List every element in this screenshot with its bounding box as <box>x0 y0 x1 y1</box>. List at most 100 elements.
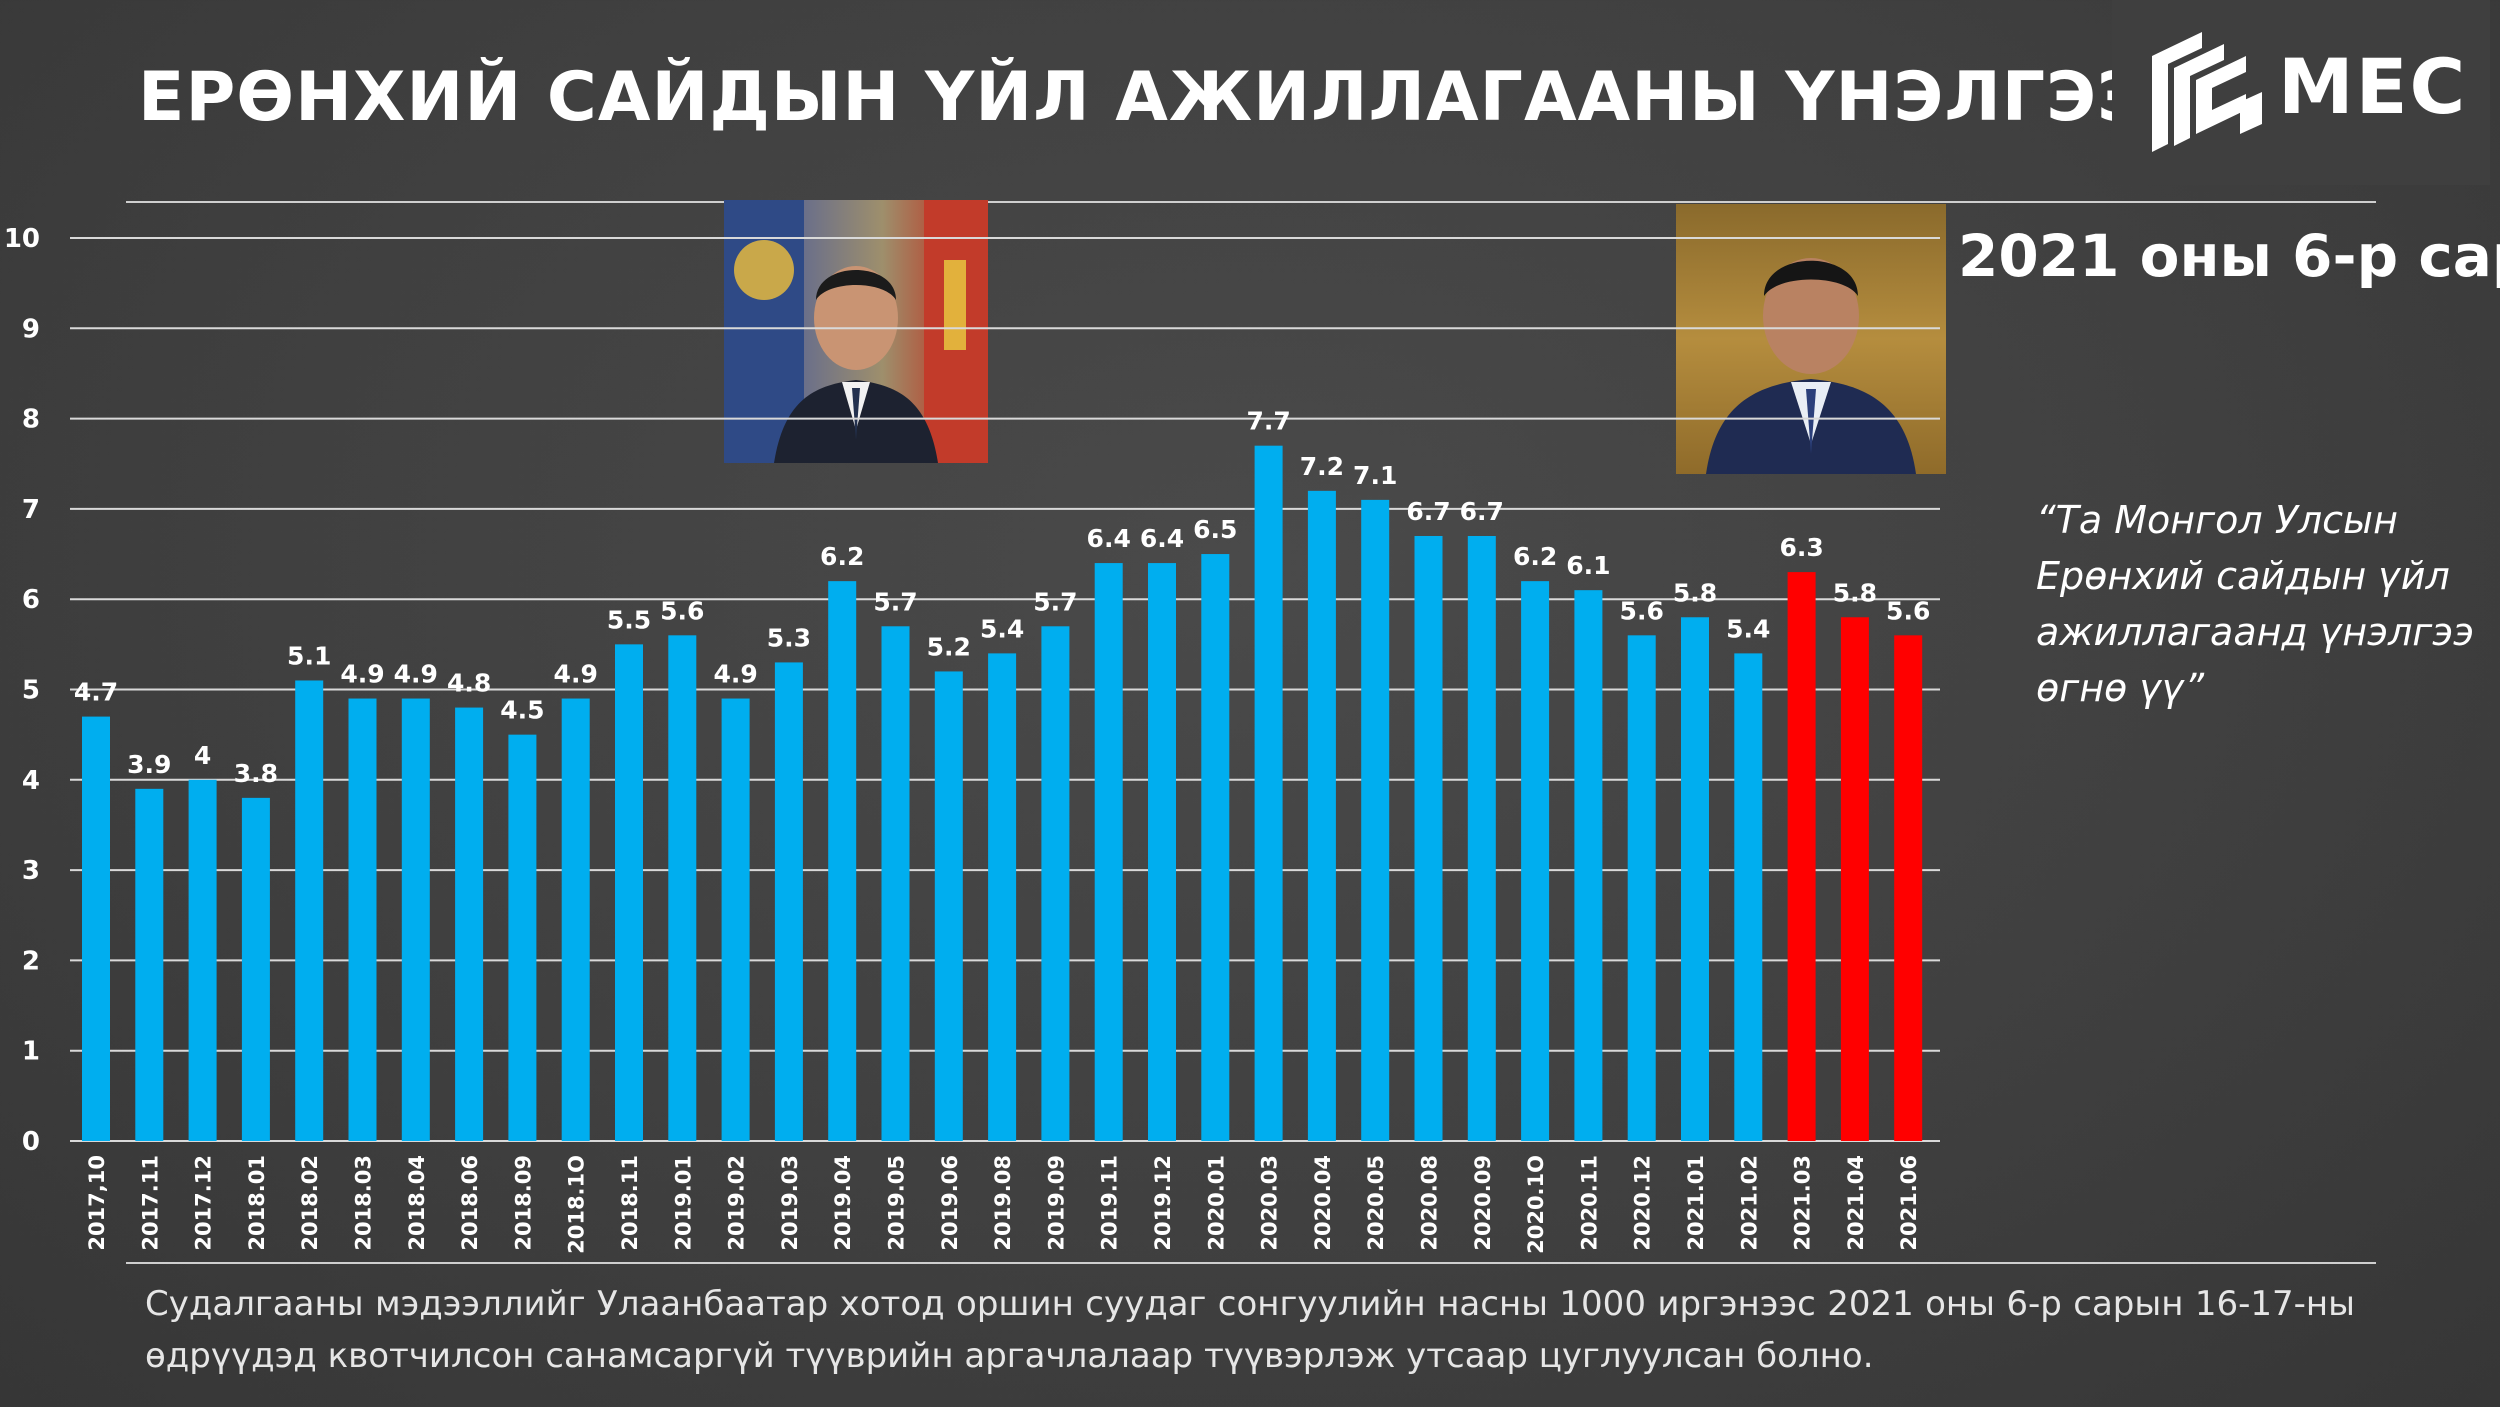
x-tick-label: 2019.08 <box>991 1155 1015 1251</box>
x-tick-label: 2018.02 <box>298 1155 322 1251</box>
x-tick-label: 2020.1O <box>1524 1155 1548 1254</box>
bar <box>1521 581 1550 1141</box>
bar-value-label: 5.4 <box>980 614 1024 643</box>
x-tick-label: 2019.01 <box>671 1155 695 1251</box>
x-tick-label: 2021.03 <box>1791 1155 1815 1251</box>
x-tick-label: 2021.02 <box>1737 1155 1761 1251</box>
x-tick-label: 2018.04 <box>405 1155 429 1251</box>
x-tick-label: 2021.04 <box>1844 1155 1868 1251</box>
bar <box>934 671 963 1141</box>
x-tick-label: 2021.06 <box>1897 1155 1921 1251</box>
x-tick-label: 2019.12 <box>1151 1155 1175 1251</box>
y-tick-label: 4 <box>22 766 40 796</box>
bar <box>1681 617 1709 1141</box>
x-tick-label: 2020.11 <box>1577 1155 1601 1251</box>
bar-value-label: 5.1 <box>287 641 331 670</box>
x-tick-label: 2020.09 <box>1471 1155 1495 1251</box>
bar <box>1734 653 1763 1141</box>
x-tick-label: 2020.03 <box>1258 1155 1282 1251</box>
bar-value-label: 6.2 <box>1513 542 1557 571</box>
brand-logo: MEC <box>2112 0 2490 185</box>
bar <box>82 716 110 1141</box>
bar <box>188 779 217 1141</box>
x-tick-label: 2019.02 <box>725 1155 749 1251</box>
x-tick-label: 2018.11 <box>618 1155 642 1251</box>
bar <box>881 626 910 1141</box>
x-tick-label: 2019.09 <box>1044 1155 1068 1251</box>
x-tick-label: 2019.05 <box>885 1155 909 1251</box>
bar-value-label: 5.8 <box>1833 578 1877 607</box>
x-tick-label: 2017,10 <box>85 1155 109 1251</box>
bar-value-label: 6.4 <box>1140 524 1184 553</box>
chart-subtitle: 2021 оны 6-р сар <box>1958 222 2500 290</box>
bar <box>295 680 324 1141</box>
bar-value-label: 6.7 <box>1460 497 1504 526</box>
y-tick-label: 10 <box>4 224 40 254</box>
y-tick-label: 2 <box>22 946 40 976</box>
bar-value-label: 5.8 <box>1673 578 1717 607</box>
y-tick-label: 0 <box>22 1127 40 1157</box>
bar-value-label: 4.9 <box>340 660 384 689</box>
x-tick-label: 2019.06 <box>938 1155 962 1251</box>
bar <box>828 581 857 1141</box>
bar <box>1094 563 1123 1141</box>
x-tick-label: 2020.01 <box>1204 1155 1228 1251</box>
bar <box>401 698 430 1141</box>
bar-value-label: 4.7 <box>74 678 118 707</box>
bar-value-label: 6.1 <box>1566 551 1610 580</box>
bar-value-label: 5.2 <box>927 632 971 661</box>
x-tick-label: 2020.08 <box>1418 1155 1442 1251</box>
bar <box>1414 535 1443 1141</box>
x-tick-label: 2020.05 <box>1364 1155 1388 1251</box>
x-tick-label: 2019.11 <box>1098 1155 1122 1251</box>
x-tick-label: 2018.1O <box>565 1155 589 1254</box>
bar-value-label: 7.2 <box>1300 452 1344 481</box>
bar-value-label: 4 <box>194 741 211 770</box>
page-title: ЕРӨНХИЙ САЙДЫН ҮЙЛ АЖИЛЛАГААНЫ ҮНЭЛГЭЭ <box>138 58 2148 137</box>
mec-logo-icon <box>2152 32 2262 152</box>
bar-value-label: 5.6 <box>1886 596 1930 625</box>
bar <box>1627 635 1656 1141</box>
bar-value-label: 6.2 <box>820 542 864 571</box>
bottom-divider <box>126 1262 2376 1264</box>
bar <box>1574 590 1603 1141</box>
bar-value-label: 5.6 <box>1620 596 1664 625</box>
bar-value-label: 5.3 <box>767 623 811 652</box>
bar <box>1894 635 1923 1141</box>
bar-value-label: 6.4 <box>1087 524 1131 553</box>
bar <box>135 788 164 1141</box>
bar-value-label: 5.7 <box>873 587 917 616</box>
bar <box>1148 563 1176 1141</box>
y-tick-label: 8 <box>22 405 40 435</box>
x-tick-label: 2020.04 <box>1311 1155 1335 1251</box>
bar <box>721 698 750 1141</box>
x-tick-label: 2017.11 <box>138 1155 162 1251</box>
bar-value-label: 4.9 <box>713 660 757 689</box>
bar-value-label: 4.9 <box>394 660 438 689</box>
bar-value-label: 7.1 <box>1353 461 1397 490</box>
x-tick-label: 2018.01 <box>245 1155 269 1251</box>
bar-value-label: 6.7 <box>1406 497 1450 526</box>
x-tick-label: 2018.09 <box>511 1155 535 1251</box>
bar <box>1201 554 1230 1141</box>
y-tick-label: 6 <box>22 585 40 615</box>
footnote: Судалгааны мэдээллийг Улаанбаатар хотод … <box>145 1284 2355 1376</box>
bar-value-label: 3.8 <box>234 759 278 788</box>
bar <box>615 644 643 1141</box>
y-tick-label: 1 <box>22 1037 40 1067</box>
x-tick-label: 2020.12 <box>1631 1155 1655 1251</box>
bar-value-label: 5.6 <box>660 596 704 625</box>
bar-value-label: 6.3 <box>1779 533 1823 562</box>
y-tick-label: 9 <box>22 314 40 344</box>
bar-value-label: 4.9 <box>554 660 598 689</box>
x-tick-label: 2021.01 <box>1684 1155 1708 1251</box>
bar <box>348 698 377 1141</box>
x-tick-label: 2019.03 <box>778 1155 802 1251</box>
x-tick-label: 2017.12 <box>192 1155 216 1251</box>
bar <box>1467 535 1496 1141</box>
x-tick-label: 2018.06 <box>458 1155 482 1251</box>
bar <box>561 698 590 1141</box>
bar <box>1840 617 1869 1141</box>
bar <box>1361 499 1390 1141</box>
